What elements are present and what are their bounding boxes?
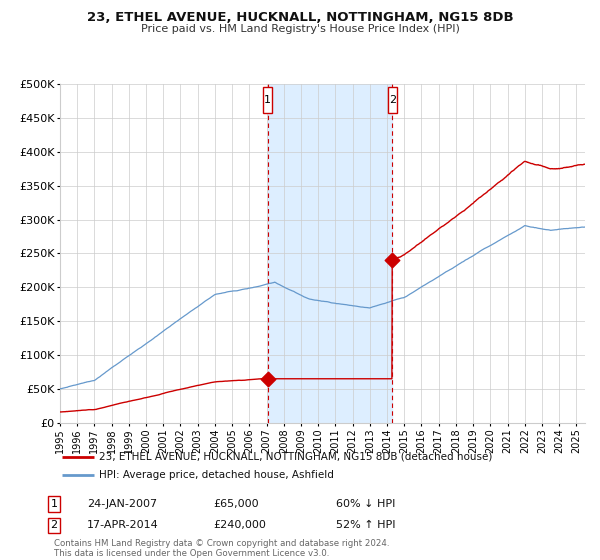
- Text: Price paid vs. HM Land Registry's House Price Index (HPI): Price paid vs. HM Land Registry's House …: [140, 24, 460, 34]
- Text: 24-JAN-2007: 24-JAN-2007: [87, 499, 157, 509]
- Text: 60% ↓ HPI: 60% ↓ HPI: [336, 499, 395, 509]
- Text: 1: 1: [264, 95, 271, 105]
- FancyBboxPatch shape: [388, 87, 397, 113]
- Text: Contains HM Land Registry data © Crown copyright and database right 2024.: Contains HM Land Registry data © Crown c…: [54, 539, 389, 548]
- Text: 52% ↑ HPI: 52% ↑ HPI: [336, 520, 395, 530]
- Text: This data is licensed under the Open Government Licence v3.0.: This data is licensed under the Open Gov…: [54, 549, 329, 558]
- Text: 1: 1: [50, 499, 58, 509]
- Bar: [268, 84, 392, 423]
- Point: [263, 374, 272, 383]
- Text: 23, ETHEL AVENUE, HUCKNALL, NOTTINGHAM, NG15 8DB: 23, ETHEL AVENUE, HUCKNALL, NOTTINGHAM, …: [86, 11, 514, 24]
- Text: 2: 2: [50, 520, 58, 530]
- Text: £65,000: £65,000: [213, 499, 259, 509]
- FancyBboxPatch shape: [263, 87, 272, 113]
- Point: [388, 256, 397, 265]
- Text: 23, ETHEL AVENUE, HUCKNALL, NOTTINGHAM, NG15 8DB (detached house): 23, ETHEL AVENUE, HUCKNALL, NOTTINGHAM, …: [99, 451, 492, 461]
- Text: 2: 2: [389, 95, 396, 105]
- Text: £240,000: £240,000: [213, 520, 266, 530]
- Text: HPI: Average price, detached house, Ashfield: HPI: Average price, detached house, Ashf…: [99, 470, 334, 480]
- Text: 17-APR-2014: 17-APR-2014: [87, 520, 159, 530]
